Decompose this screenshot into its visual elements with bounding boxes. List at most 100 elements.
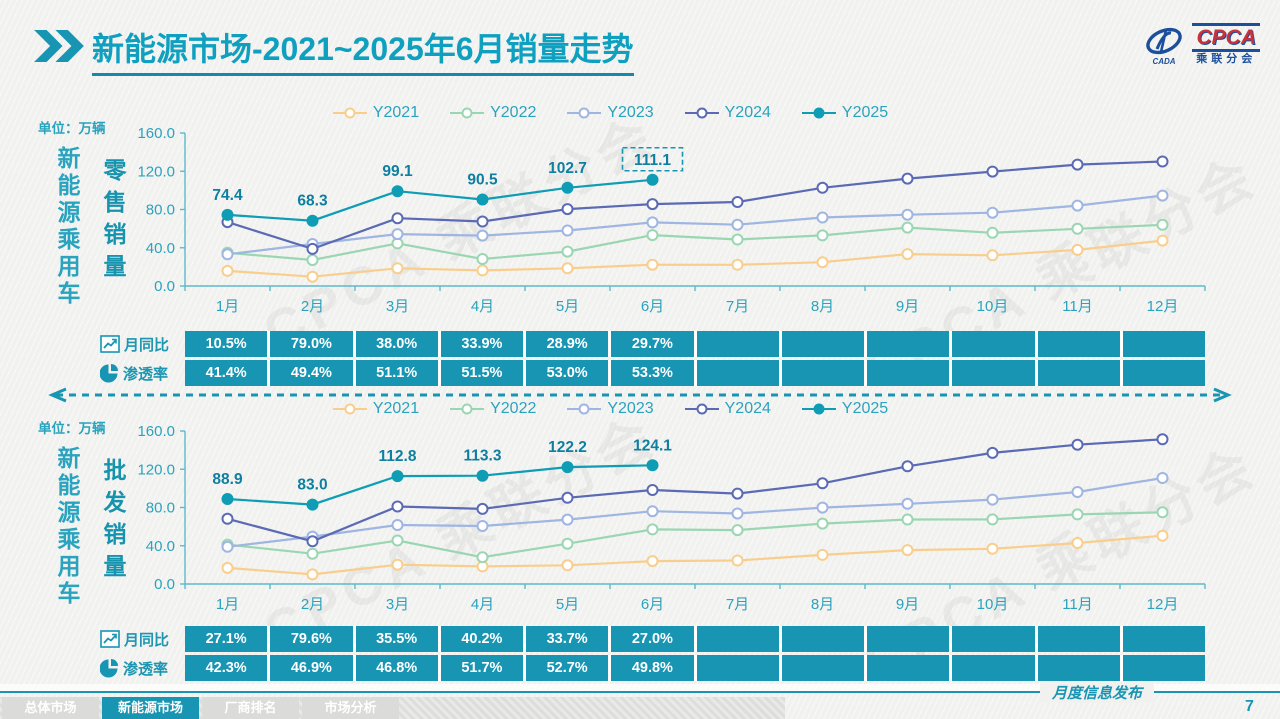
table-cells: 27.1% 79.6% 35.5% 40.2% 33.7% 27.0% — [185, 626, 1205, 652]
table-cell: 53.3% — [611, 360, 694, 386]
table-cell: 49.8% — [611, 655, 694, 681]
table-cell: 46.9% — [270, 655, 353, 681]
unit-label: 单位：万辆 — [38, 421, 106, 436]
series-line-Y2025 — [227, 464, 653, 506]
legend-label: Y2021 — [372, 400, 420, 417]
table-cell — [952, 655, 1035, 681]
series-line-Y2025 — [227, 178, 653, 222]
legend-swatch — [450, 107, 485, 119]
legend-item-Y2025: Y2025 — [801, 400, 888, 418]
table-cell: 27.0% — [611, 626, 694, 652]
footer-tab-市场分析[interactable]: 市场分析 — [302, 697, 399, 719]
page-title-suffix: -2021~2025年6月销量走势 — [252, 31, 634, 67]
series-line-Y2023 — [227, 194, 1163, 256]
measure-label-retail: 零售销量 — [100, 158, 126, 286]
svg-text:0.0: 0.0 — [154, 278, 175, 295]
group-label-wholesale: 新能源乘用车 — [54, 446, 80, 608]
legend-label: Y2023 — [607, 400, 654, 417]
svg-text:5月: 5月 — [556, 298, 579, 315]
table-cell: 51.7% — [440, 655, 523, 681]
svg-text:5月: 5月 — [556, 596, 579, 613]
legend-item-Y2021: Y2021 — [332, 400, 419, 418]
legend-swatch — [801, 107, 836, 119]
legend-label: Y2024 — [724, 104, 771, 121]
table-cell — [696, 626, 779, 652]
svg-text:CADA: CADA — [1153, 57, 1176, 66]
table-cell: 79.0% — [270, 331, 353, 357]
svg-text:1月: 1月 — [216, 596, 239, 613]
wholesale-data-table: 月同比 27.1% 79.6% 35.5% 40.2% 33.7% 27.0% 渗透率 42.3… — [100, 626, 1205, 684]
footer-tab-新能源市场[interactable]: 新能源市场 — [102, 697, 199, 719]
page-number: 7 — [1245, 698, 1254, 715]
table-cell: 51.1% — [355, 360, 438, 386]
table-row-label: 渗透率 — [100, 655, 185, 681]
svg-text:3月: 3月 — [386, 596, 409, 613]
svg-text:10月: 10月 — [977, 298, 1009, 315]
table-row-label: 月同比 — [100, 626, 185, 652]
logo-subname: 乘联分会 — [1196, 53, 1257, 65]
footer-rule — [0, 691, 1280, 693]
legend-swatch — [567, 403, 602, 415]
series-line-Y2021 — [227, 534, 1163, 576]
legend-label: Y2023 — [607, 104, 654, 121]
unit-label: 单位：万辆 — [38, 121, 106, 136]
legend-item-Y2021: Y2021 — [332, 104, 419, 122]
svg-text:113.3: 113.3 — [464, 448, 502, 465]
table-cell: 38.0% — [355, 331, 438, 357]
svg-text:4月: 4月 — [471, 596, 494, 613]
legend-item-Y2025: Y2025 — [801, 104, 888, 122]
svg-text:83.0: 83.0 — [297, 477, 327, 494]
svg-text:68.3: 68.3 — [297, 193, 328, 210]
svg-text:0.0: 0.0 — [154, 576, 175, 593]
table-cell — [952, 626, 1035, 652]
svg-text:99.1: 99.1 — [382, 163, 413, 180]
svg-text:9月: 9月 — [896, 298, 919, 315]
svg-text:8月: 8月 — [811, 596, 834, 613]
highlight-box — [621, 146, 684, 172]
table-cell — [1037, 331, 1120, 357]
legend-label: Y2022 — [490, 104, 537, 121]
table-cell: 41.4% — [185, 360, 268, 386]
table-cell: 33.9% — [440, 331, 523, 357]
svg-text:124.1: 124.1 — [633, 437, 672, 454]
footer-tab-总体市场[interactable]: 总体市场 — [2, 697, 99, 719]
table-cell — [952, 331, 1035, 357]
table-cell — [781, 360, 864, 386]
table-cell — [1122, 626, 1205, 652]
dashed-divider-arrow — [48, 387, 1232, 403]
svg-text:80.0: 80.0 — [146, 202, 175, 219]
table-cell — [867, 331, 950, 357]
svg-text:160.0: 160.0 — [137, 426, 175, 440]
legend-label: Y2022 — [490, 400, 537, 417]
line-chart-icon — [100, 630, 120, 648]
series-line-Y2024 — [227, 438, 1163, 543]
table-cells: 42.3% 46.9% 46.8% 51.7% 52.7% 49.8% — [185, 655, 1205, 681]
svg-text:2月: 2月 — [301, 596, 324, 613]
svg-text:7月: 7月 — [726, 298, 749, 315]
legend-label: Y2025 — [841, 400, 889, 417]
table-row-月同比: 月同比 27.1% 79.6% 35.5% 40.2% 33.7% 27.0% — [100, 626, 1205, 652]
table-cell: 52.7% — [526, 655, 609, 681]
legend-item-Y2023: Y2023 — [566, 400, 654, 418]
table-cell — [867, 626, 950, 652]
legend-swatch — [567, 107, 602, 119]
table-row-渗透率: 渗透率 41.4% 49.4% 51.1% 51.5% 53.0% 53.3% — [100, 360, 1205, 386]
table-cell: 53.0% — [526, 360, 609, 386]
table-cell — [1037, 655, 1120, 681]
legend-label: Y2024 — [724, 400, 771, 417]
page-title: 新能源市场-2021~2025年6月销量走势 — [92, 24, 634, 76]
retail-legend: Y2021 Y2022 Y2023 Y2024 Y2025 — [180, 104, 1040, 122]
table-cell — [1122, 360, 1205, 386]
footer-tab-厂商排名[interactable]: 厂商排名 — [202, 697, 299, 719]
series-line-Y2021 — [227, 239, 1163, 278]
legend-swatch — [801, 403, 836, 415]
wholesale-legend: Y2021 Y2022 Y2023 Y2024 Y2025 — [180, 400, 1040, 418]
measure-label-wholesale: 批发销量 — [100, 458, 126, 586]
table-cell: 79.6% — [270, 626, 353, 652]
svg-text:102.7: 102.7 — [548, 160, 587, 177]
svg-text:112.8: 112.8 — [379, 448, 417, 465]
table-cell — [696, 331, 779, 357]
svg-text:11月: 11月 — [1062, 596, 1093, 613]
svg-text:40.0: 40.0 — [146, 240, 175, 257]
table-cell — [867, 360, 950, 386]
